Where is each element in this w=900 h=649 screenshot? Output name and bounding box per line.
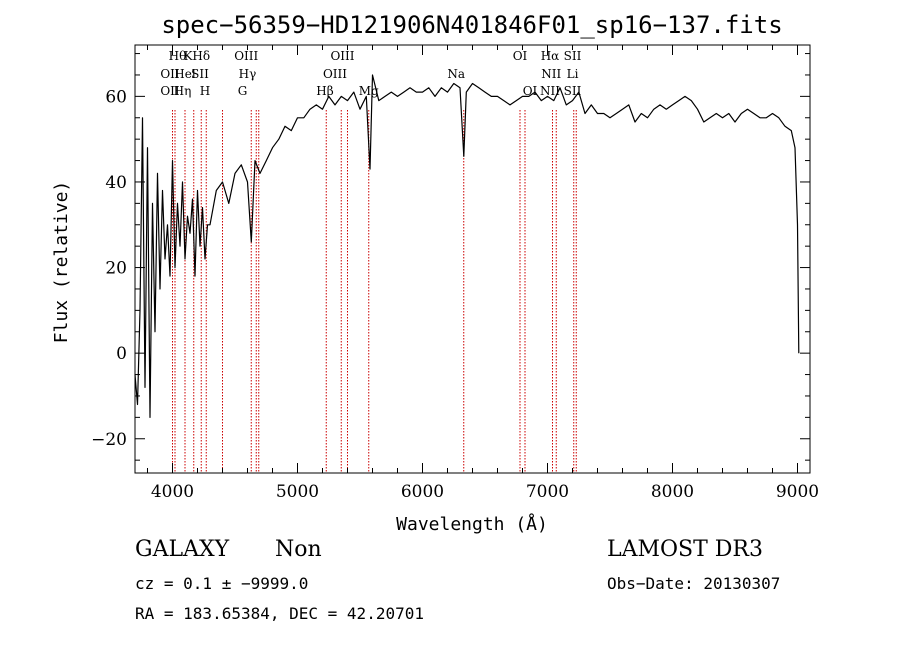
line-label-r2-7: Li: [567, 67, 579, 81]
plot-frame: [134, 44, 811, 474]
axes-layer: 4000 5000 6000 7000 8000 9000 −20 0 20 40 60: [91, 44, 819, 502]
x-tick-label-4000: 4000: [151, 482, 194, 502]
line-label-r3-2: H: [200, 84, 210, 98]
x-tick-label-9000: 9000: [776, 482, 819, 502]
line-label-r1-4: OIII: [330, 49, 354, 63]
redshift-text: cz = 0.1 ± −9999.0: [135, 574, 309, 593]
series-layer: [134, 74, 800, 418]
line-label-r2-0: OII: [160, 67, 180, 81]
line-label-r2-1: Hel: [174, 67, 196, 81]
y-tick-label-0: 0: [116, 344, 127, 364]
object-class: GALAXY: [135, 537, 230, 562]
line-label-r2-2: SII: [191, 67, 209, 81]
x-tick-label-8000: 8000: [651, 482, 694, 502]
line-label-r3-8: SII: [564, 84, 582, 98]
line-label-r3-6: OI: [523, 84, 538, 98]
x-tick-label-6000: 6000: [401, 482, 444, 502]
line-label-r3-0: OII: [160, 84, 180, 98]
object-subclass: Non: [275, 537, 322, 562]
obs-date-text: Obs−Date: 20130307: [607, 574, 781, 593]
line-marker-layer: [172, 110, 577, 473]
line-label-r2-4: OIII: [323, 67, 347, 81]
line-label-r2-5: Na: [447, 67, 465, 81]
survey-label: LAMOST DR3: [607, 537, 763, 562]
line-label-r1-5: OI: [513, 49, 528, 63]
line-label-r2-6: NII: [541, 67, 561, 81]
series-line-spectrum: [134, 74, 800, 418]
line-label-r1-0: Hθ: [169, 49, 187, 63]
y-axis-label: Flux (relative): [51, 181, 72, 344]
line-label-r3-4: Hβ: [316, 84, 333, 98]
y-tick-label--20: −20: [91, 430, 127, 450]
x-axis-label: Wavelength (Å): [396, 513, 548, 535]
line-label-r1-2: Hδ: [192, 49, 210, 63]
line-label-r3-3: G: [238, 84, 248, 98]
y-tick-label-60: 60: [105, 87, 127, 107]
line-label-r3-5: Mg: [359, 84, 379, 98]
y-tick-label-20: 20: [105, 259, 127, 279]
line-label-r1-3: OIII: [234, 49, 258, 63]
line-label-r3-7: NII: [540, 84, 560, 98]
line-label-r1-1: K: [184, 49, 194, 63]
x-tick-label-5000: 5000: [276, 482, 319, 502]
x-tick-label-7000: 7000: [526, 482, 569, 502]
line-label-r2-3: Hγ: [239, 67, 257, 81]
y-tick-label-40: 40: [105, 173, 127, 193]
line-label-r1-6: Hα: [541, 49, 560, 63]
line-label-r1-7: SII: [564, 49, 582, 63]
coordinates-text: RA = 183.65384, DEC = 42.20701: [135, 604, 424, 623]
line-label-r3-1: Hη: [174, 84, 192, 98]
chart-title: spec−56359−HD121906N401846F01_sp16−137.f…: [161, 11, 782, 39]
